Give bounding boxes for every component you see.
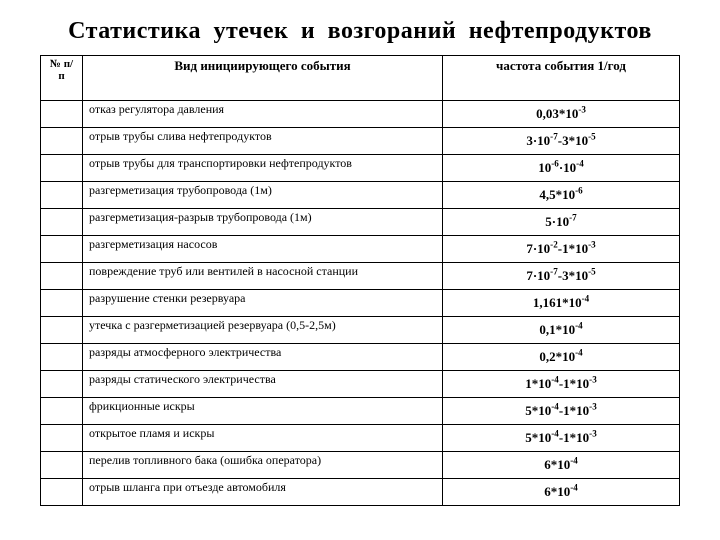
- table-row: фрикционные искры5*10-4-1*10-3: [41, 398, 680, 425]
- cell-num: [41, 155, 83, 182]
- cell-num: [41, 182, 83, 209]
- cell-num: [41, 452, 83, 479]
- cell-freq: 6*10-4: [443, 452, 680, 479]
- cell-freq: 5·10-7: [443, 209, 680, 236]
- cell-freq: 0,1*10-4: [443, 317, 680, 344]
- cell-freq: 6*10-4: [443, 479, 680, 506]
- cell-event: отрыв трубы слива нефтепродуктов: [83, 128, 443, 155]
- cell-event: разгерметизация насосов: [83, 236, 443, 263]
- page-title: Статистика утечек и возгораний нефтепрод…: [40, 18, 680, 45]
- cell-num: [41, 290, 83, 317]
- cell-event: разгерметизация-разрыв трубопровода (1м): [83, 209, 443, 236]
- cell-num: [41, 425, 83, 452]
- cell-num: [41, 479, 83, 506]
- cell-num: [41, 236, 83, 263]
- table-row: разряды статического электричества1*10-4…: [41, 371, 680, 398]
- cell-freq: 4,5*10-6: [443, 182, 680, 209]
- cell-event: разряды атмосферного электричества: [83, 344, 443, 371]
- col-header-num: № п/п: [41, 56, 83, 101]
- cell-num: [41, 128, 83, 155]
- cell-event: отрыв трубы для транспортировки нефтепро…: [83, 155, 443, 182]
- table-row: открытое пламя и искры5*10-4-1*10-3: [41, 425, 680, 452]
- cell-event: отрыв шланга при отъезде автомобиля: [83, 479, 443, 506]
- table-row: разгерметизация трубопровода (1м)4,5*10-…: [41, 182, 680, 209]
- cell-num: [41, 344, 83, 371]
- table-row: отрыв шланга при отъезде автомобиля6*10-…: [41, 479, 680, 506]
- cell-num: [41, 398, 83, 425]
- col-header-event: Вид инициирующего события: [83, 56, 443, 101]
- cell-event: разрушение стенки резервуара: [83, 290, 443, 317]
- cell-freq: 5*10-4-1*10-3: [443, 398, 680, 425]
- table-header-row: № п/п Вид инициирующего события частота …: [41, 56, 680, 101]
- cell-num: [41, 209, 83, 236]
- cell-event: утечка с разгерметизацией резервуара (0,…: [83, 317, 443, 344]
- cell-event: открытое пламя и искры: [83, 425, 443, 452]
- table-row: разрушение стенки резервуара1,161*10-4: [41, 290, 680, 317]
- table-row: утечка с разгерметизацией резервуара (0,…: [41, 317, 680, 344]
- table-row: разряды атмосферного электричества0,2*10…: [41, 344, 680, 371]
- table-row: разгерметизация-разрыв трубопровода (1м)…: [41, 209, 680, 236]
- cell-freq: 7·10-7-3*10-5: [443, 263, 680, 290]
- cell-freq: 7·10-2-1*10-3: [443, 236, 680, 263]
- cell-event: фрикционные искры: [83, 398, 443, 425]
- cell-num: [41, 263, 83, 290]
- table-row: перелив топливного бака (ошибка оператор…: [41, 452, 680, 479]
- col-header-freq: частота события 1/год: [443, 56, 680, 101]
- cell-freq: 0,03*10-3: [443, 101, 680, 128]
- cell-event: перелив топливного бака (ошибка оператор…: [83, 452, 443, 479]
- cell-num: [41, 317, 83, 344]
- cell-freq: 3·10-7-3*10-5: [443, 128, 680, 155]
- cell-event: разгерметизация трубопровода (1м): [83, 182, 443, 209]
- cell-freq: 1*10-4-1*10-3: [443, 371, 680, 398]
- cell-event: повреждение труб или вентилей в насосной…: [83, 263, 443, 290]
- cell-freq: 1,161*10-4: [443, 290, 680, 317]
- cell-num: [41, 101, 83, 128]
- table-row: повреждение труб или вентилей в насосной…: [41, 263, 680, 290]
- cell-num: [41, 371, 83, 398]
- table-row: отказ регулятора давления0,03*10-3: [41, 101, 680, 128]
- cell-freq: 5*10-4-1*10-3: [443, 425, 680, 452]
- cell-freq: 10-6·10-4: [443, 155, 680, 182]
- table-row: разгерметизация насосов7·10-2-1*10-3: [41, 236, 680, 263]
- table-row: отрыв трубы слива нефтепродуктов3·10-7-3…: [41, 128, 680, 155]
- stats-table: № п/п Вид инициирующего события частота …: [40, 55, 680, 506]
- table-row: отрыв трубы для транспортировки нефтепро…: [41, 155, 680, 182]
- cell-freq: 0,2*10-4: [443, 344, 680, 371]
- cell-event: отказ регулятора давления: [83, 101, 443, 128]
- cell-event: разряды статического электричества: [83, 371, 443, 398]
